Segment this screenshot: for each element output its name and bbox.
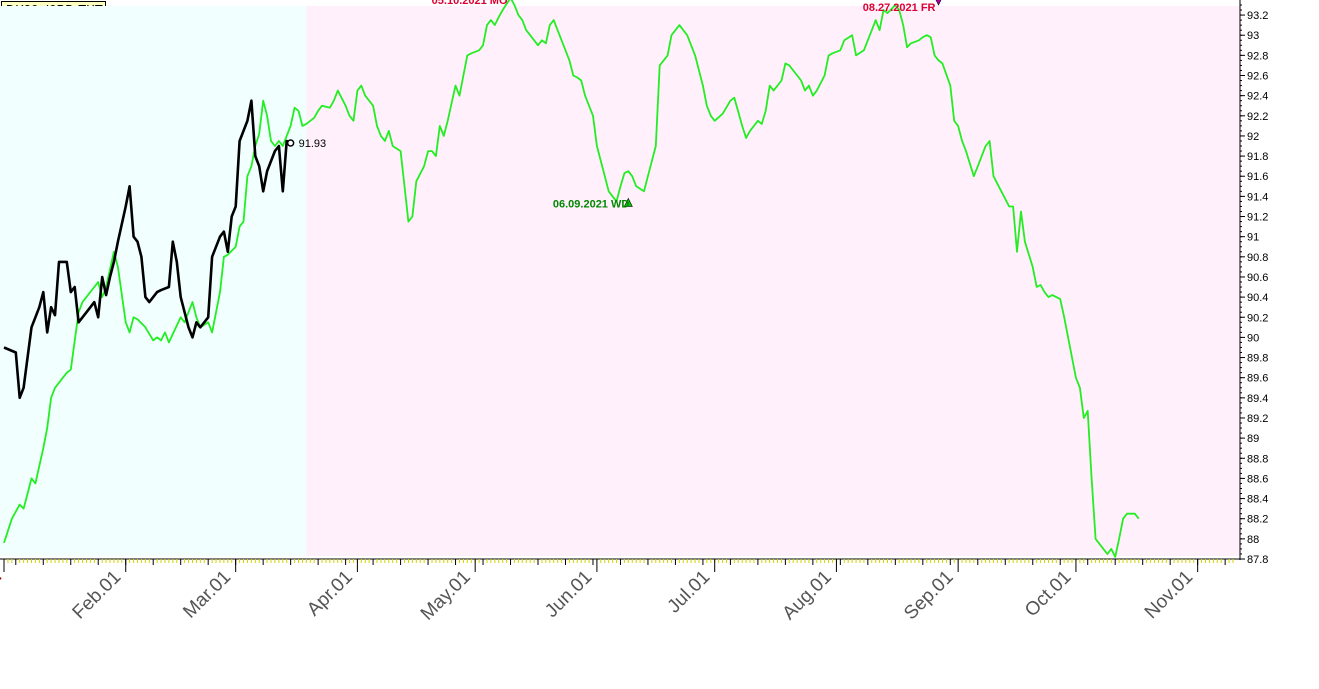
background-shading xyxy=(0,6,1240,556)
y-tick-label: 88.2 xyxy=(1247,514,1268,526)
x-tick-label: Jul.01 xyxy=(664,567,715,618)
y-tick-label: 92.2 xyxy=(1247,111,1268,123)
x-tick-label: Apr.01 xyxy=(303,567,357,621)
y-tick-label: 92.8 xyxy=(1247,50,1268,62)
y-tick-label: 87.8 xyxy=(1247,554,1268,566)
x-axis: 21 Feb.01 Mar.01 Apr.01 May.01 Jun.01 Jul.01 Au… xyxy=(0,558,1240,625)
y-tick-label: 91 xyxy=(1247,232,1259,244)
y-tick-label: 92.6 xyxy=(1247,71,1268,83)
y-tick-label: 92.4 xyxy=(1247,91,1268,103)
y-tick-label: 90.8 xyxy=(1247,252,1268,264)
y-tick-label: 90.6 xyxy=(1247,272,1268,284)
x-tick-label: Feb.01 xyxy=(69,567,126,624)
x-tick-label: Jun.01 xyxy=(541,567,596,622)
trough-arrow-icon xyxy=(623,197,633,207)
x-tick-label: Nov.01 xyxy=(1141,567,1197,623)
x-tick-label: Oct.01 xyxy=(1021,567,1075,621)
x-tick-label: May.01 xyxy=(417,567,475,625)
last-value-label: 91.93 xyxy=(299,138,327,150)
x-tick-label: 21 xyxy=(0,566,6,597)
peak-arrow-icon xyxy=(935,0,942,6)
y-tick-label: 92 xyxy=(1247,131,1259,143)
y-tick-label: 91.4 xyxy=(1247,191,1268,203)
peak-label: 08.27.2021 FR xyxy=(863,2,936,14)
y-tick-label: 90.4 xyxy=(1247,292,1268,304)
y-tick-label: 91.6 xyxy=(1247,171,1268,183)
x-tick-label: Sep.01 xyxy=(900,567,957,624)
y-tick-label: 89.2 xyxy=(1247,413,1268,425)
y-axis: 87.8 88 88.2 88.4 88.6 88.8 89 89.2 89.4 89.6 89.8… xyxy=(1239,0,1268,566)
y-tick-label: 89 xyxy=(1247,433,1259,445)
y-tick-label: 91.8 xyxy=(1247,151,1268,163)
y-tick-label: 88 xyxy=(1247,534,1259,546)
series-black-line xyxy=(3,99,292,400)
peak-label: 05.10.2021 MO xyxy=(432,0,508,7)
shading-region xyxy=(306,6,1240,556)
trough-label: 06.09.2021 WD xyxy=(553,198,629,210)
y-tick-label: 93.2 xyxy=(1247,10,1268,22)
marker-layer: 91.93 05.10.2021 MO 06.09.2021 WD 08.27.202… xyxy=(286,0,942,210)
y-tick-label: 89.4 xyxy=(1247,393,1268,405)
series-layer xyxy=(3,0,1140,558)
y-tick-label: 89.8 xyxy=(1247,353,1268,365)
y-tick-label: 88.6 xyxy=(1247,473,1268,485)
y-tick-label: 91.2 xyxy=(1247,212,1268,224)
x-tick-label: Aug.01 xyxy=(779,567,836,624)
y-tick-label: 90.2 xyxy=(1247,312,1268,324)
y-tick-label: 88.8 xyxy=(1247,453,1268,465)
y-tick-label: 88.4 xyxy=(1247,494,1268,506)
x-tick-label: Mar.01 xyxy=(179,567,235,623)
series-green-line xyxy=(3,0,1140,558)
shading-region xyxy=(0,6,307,556)
y-tick-label: 89.6 xyxy=(1247,373,1268,385)
y-tick-label: 90 xyxy=(1247,332,1259,344)
last-value-marker xyxy=(286,139,295,147)
y-tick-label: 93 xyxy=(1247,30,1259,42)
